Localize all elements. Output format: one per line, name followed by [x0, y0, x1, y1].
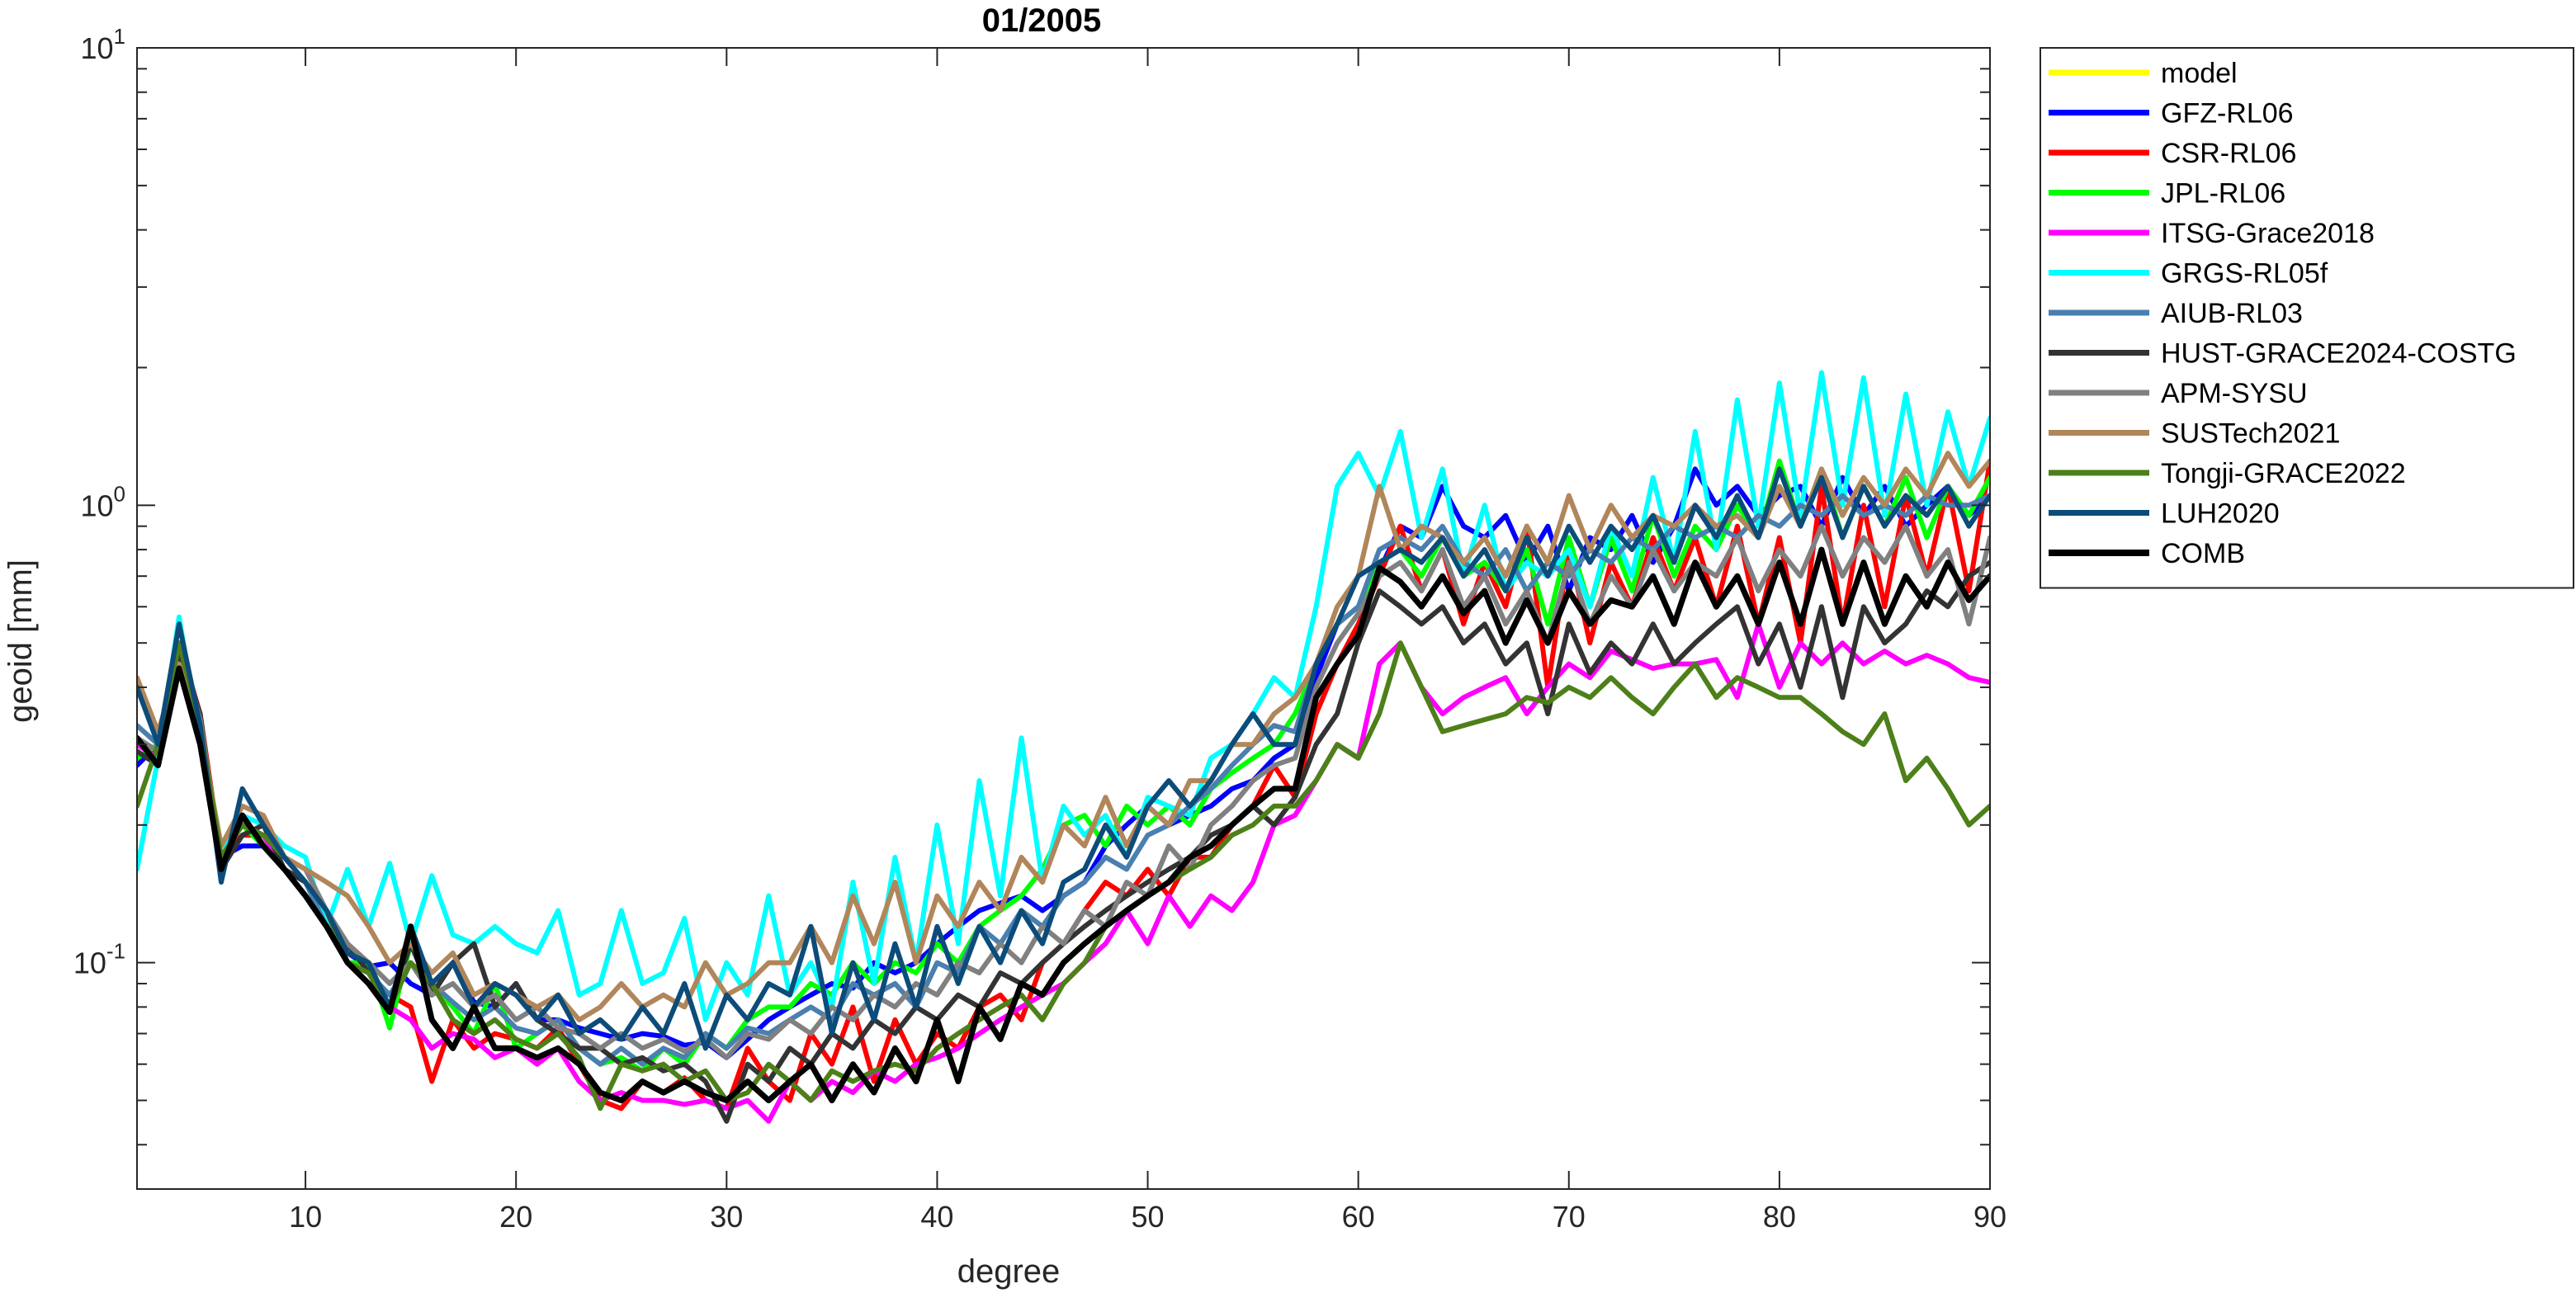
y-axis: 10-1 100 101: [73, 24, 1990, 1146]
series-line-comb: [137, 546, 1990, 1104]
legend-label-jpl-rl06: JPL-RL06: [2161, 178, 2285, 210]
x-tick-label: 30: [710, 1200, 743, 1234]
x-tick-label: 40: [920, 1200, 953, 1234]
legend-box: [2040, 47, 2574, 589]
legend-label-hust-grace2024-costg: HUST-GRACE2024-COSTG: [2161, 338, 2517, 370]
y-axis-label: geoid [mm]: [2, 559, 39, 723]
plot-frame: [136, 47, 1991, 1190]
x-tick-label: 50: [1132, 1200, 1165, 1234]
legend-label-itsg-grace2018: ITSG-Grace2018: [2161, 218, 2375, 249]
y-tick-label: 10-1: [73, 939, 125, 980]
x-tick-label: 10: [289, 1200, 322, 1234]
legend-label-apm-sysu: APM-SYSU: [2161, 378, 2308, 409]
series-line-apm-sysu: [137, 523, 1990, 1060]
series-line-tongji-grace2022: [137, 640, 1990, 1111]
x-tick-label: 70: [1553, 1200, 1586, 1234]
series-line-aiub-rl03: [137, 493, 1990, 1067]
x-tick-label: 60: [1342, 1200, 1375, 1234]
legend-label-csr-rl06: CSR-RL06: [2161, 138, 2296, 169]
legend-label-comb: COMB: [2161, 538, 2245, 569]
x-axis-label: degree: [957, 1253, 1061, 1290]
y-tick-label: 100: [80, 481, 125, 522]
x-tick-label: 90: [1973, 1200, 2006, 1234]
legend: model GFZ-RL06 CSR-RL06 JPL-RL06 ITSG-Grace2…: [2040, 47, 2574, 589]
x-tick-label: 80: [1763, 1200, 1796, 1234]
legend-label-sustech2021: SUSTech2021: [2161, 418, 2340, 450]
legend-label-tongji-grace2022: Tongji-GRACE2022: [2161, 458, 2406, 489]
series-line-sustech2021: [137, 451, 1990, 1022]
plot-area: [137, 370, 1990, 1124]
legend-label-gfz-rl06: GFZ-RL06: [2161, 98, 2294, 130]
legend-label-luh2020: LUH2020: [2161, 498, 2280, 530]
series-line-luh2020: [137, 466, 1990, 1051]
y-tick-label: 101: [80, 24, 125, 65]
x-tick-label: 20: [499, 1200, 532, 1234]
legend-label-model: model: [2161, 58, 2238, 89]
legend-label-grgs-rl05f: GRGS-RL05f: [2161, 258, 2328, 290]
legend-label-aiub-rl03: AIUB-RL03: [2161, 298, 2303, 329]
x-axis: 10 20 30 40 50 60 70 80 90: [289, 48, 2006, 1234]
chart-title: 01/2005: [982, 2, 1102, 39]
